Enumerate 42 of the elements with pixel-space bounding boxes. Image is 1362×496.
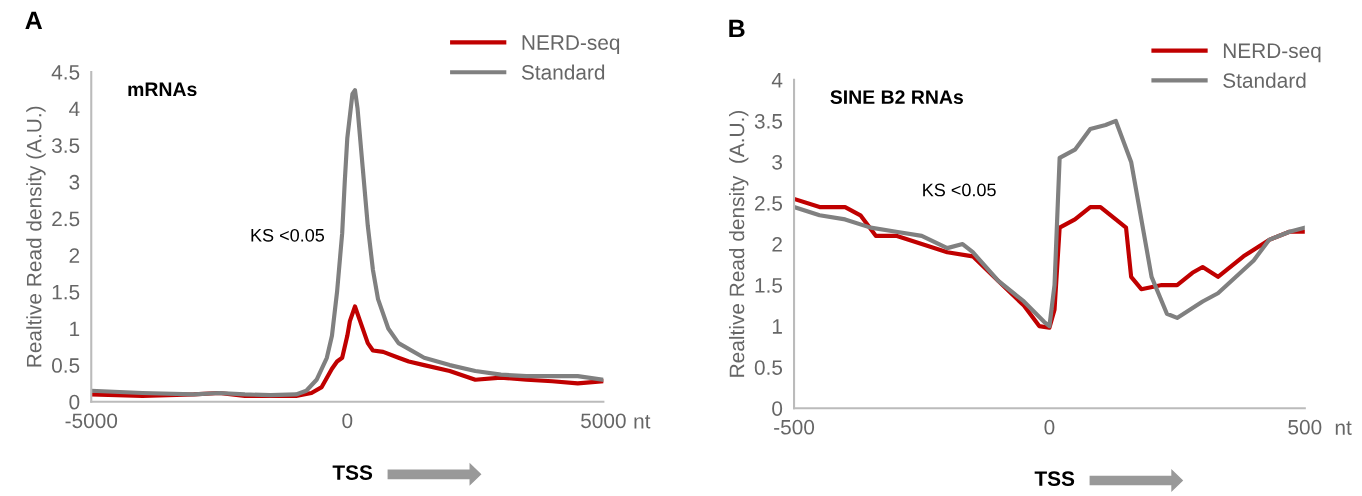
y-tick-label: 4 bbox=[69, 101, 80, 117]
legend-label: Standard bbox=[521, 64, 605, 80]
y-axis-title: Realtive Read density (A.U.) bbox=[729, 111, 749, 377]
y-tick-label: 4.5 bbox=[51, 65, 80, 80]
text: A bbox=[25, 11, 43, 29]
x-axis-title: nt bbox=[1335, 421, 1352, 435]
y-tick-label: 3 bbox=[69, 174, 80, 190]
legend-label: Standard bbox=[1223, 72, 1306, 88]
legend-label: NERD-seq bbox=[522, 35, 620, 55]
y-tick-label: 3.5 bbox=[51, 138, 80, 153]
text: TSS bbox=[332, 465, 373, 480]
annotation: KS <0.05 bbox=[923, 183, 996, 197]
y-tick-label: 2.5 bbox=[52, 211, 80, 227]
y-tick-label: 1.5 bbox=[52, 285, 80, 300]
y-tick-label: 1 bbox=[70, 321, 80, 337]
y-tick-label: 0.5 bbox=[52, 358, 80, 373]
y-tick-label: 0 bbox=[772, 401, 783, 416]
y-tick-label: 1.5 bbox=[755, 278, 783, 293]
x-tick-label: 0 bbox=[342, 413, 353, 429]
line-series bbox=[794, 118, 1305, 329]
x-axis-title: nt bbox=[634, 414, 651, 429]
y-axis-title: Realtive Read density (A.U.) bbox=[26, 106, 46, 367]
x-tick-label: 0 bbox=[1044, 419, 1055, 435]
x-tick-label: -5000 bbox=[65, 413, 118, 429]
chart-title: mRNAs bbox=[128, 82, 197, 97]
y-tick-label: 2 bbox=[772, 237, 782, 252]
y-tick-label: 0.5 bbox=[754, 360, 783, 375]
y-tick-label: 2.5 bbox=[755, 195, 783, 211]
chart-title: SINE B2 RNAs bbox=[830, 90, 963, 104]
y-tick-label: 3 bbox=[772, 154, 783, 170]
y-tick-label: 4 bbox=[771, 73, 783, 88]
y-tick-label: 2 bbox=[69, 248, 80, 263]
y-tick-label: 0 bbox=[69, 394, 80, 410]
y-tick-label: 3.5 bbox=[754, 113, 783, 129]
x-tick-label: 500 bbox=[1288, 419, 1322, 435]
x-tick-label: 5000 bbox=[581, 413, 626, 429]
text: TSS bbox=[1034, 471, 1075, 487]
annotation: KS <0.05 bbox=[251, 228, 325, 242]
legend-label: NERD-seq bbox=[1223, 43, 1321, 63]
y-tick-label: 1 bbox=[772, 319, 782, 334]
x-tick-label: -500 bbox=[774, 419, 815, 435]
text: B bbox=[729, 19, 745, 38]
